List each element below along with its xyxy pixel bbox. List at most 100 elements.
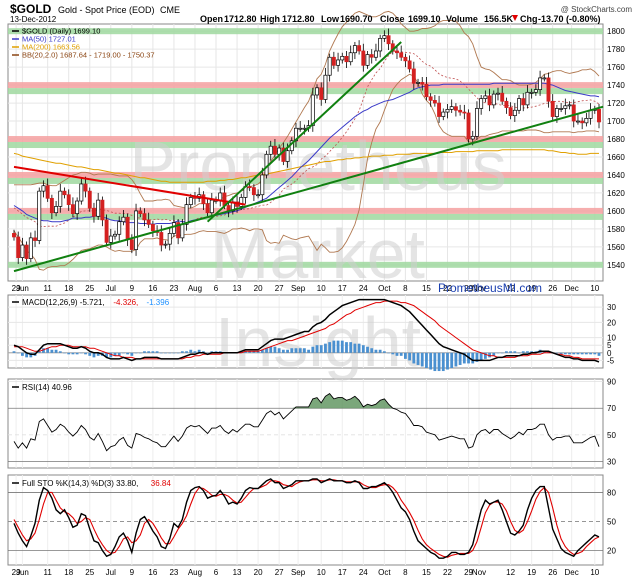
macd-histogram-bar <box>256 351 260 353</box>
macd-histogram-bar <box>197 349 201 353</box>
candle-body <box>576 120 580 123</box>
exchange-label: CME <box>160 5 180 15</box>
macd-histogram-bar <box>429 352 433 370</box>
macd-histogram-bar <box>387 352 390 354</box>
price-tick-label: 1540 <box>607 261 625 270</box>
candle-body <box>529 91 534 94</box>
bollinger-lower-line <box>13 73 600 271</box>
candle-body <box>256 194 261 197</box>
date-tick-label: 24 <box>359 284 368 293</box>
macd-histogram-bar <box>555 352 559 354</box>
macd-histogram-bar <box>416 352 420 365</box>
candle-body <box>386 35 391 45</box>
macd-histogram-bar <box>454 352 458 367</box>
macd-histogram-bar <box>138 352 142 354</box>
macd-histogram-bar <box>353 343 357 353</box>
macd-histogram-bar <box>286 349 289 353</box>
macd-tick-label: 30 <box>607 303 616 312</box>
candle-body <box>458 109 463 113</box>
candle-body <box>310 94 315 126</box>
candle-body <box>222 192 227 206</box>
price-tick-label: 1560 <box>607 243 625 252</box>
steep-support-trendline <box>206 41 402 223</box>
macd-histogram-bar <box>147 351 151 353</box>
candle-body <box>373 50 378 58</box>
macd-histogram-bar <box>126 352 130 355</box>
date-tick-label: 6 <box>214 284 219 293</box>
macd-line <box>13 298 600 363</box>
macd-histogram-bar <box>206 352 209 354</box>
site-url[interactable]: PrometheusMI.com <box>438 281 542 295</box>
candle-body <box>75 200 80 214</box>
macd-histogram-bar <box>475 352 479 362</box>
candle-body <box>348 52 353 63</box>
candle-body <box>272 145 277 155</box>
macd-histogram-bar <box>311 346 315 353</box>
macd-histogram-bar <box>71 352 75 355</box>
candle-body <box>163 243 168 246</box>
date-tick-label: Sep <box>291 284 306 293</box>
candle-body <box>41 185 46 192</box>
low-value: 1690.70 <box>340 14 373 24</box>
macd-histogram-bar <box>458 352 462 365</box>
macd-histogram-bar <box>471 352 475 364</box>
resistance-band-red <box>8 207 603 214</box>
date-tick-label: 27 <box>275 284 284 293</box>
candle-body <box>559 108 564 110</box>
macd-histogram-bar <box>332 340 336 353</box>
date-tick-label: 29 <box>12 284 21 293</box>
candle-body <box>500 92 505 102</box>
macd-histogram-bar <box>218 351 222 353</box>
candle-body <box>521 98 526 106</box>
macd-histogram-bar <box>105 352 108 358</box>
candle-body <box>96 199 101 217</box>
price-tick-label: 1600 <box>607 207 625 216</box>
candle-body <box>466 112 471 140</box>
macd-histogram-bar <box>509 351 513 353</box>
macd-histogram-bar <box>50 349 54 353</box>
candle-body <box>138 210 143 214</box>
candle-body <box>580 120 585 124</box>
date-tick-label: 15 <box>422 284 431 293</box>
price-tick-label: 1720 <box>607 99 625 108</box>
candle-body <box>188 197 193 205</box>
candle-body <box>176 222 181 239</box>
date-tick-label-bottom: 23 <box>169 568 178 577</box>
rsi-tick-label: 70 <box>607 404 616 413</box>
candle-body <box>546 77 551 102</box>
macd-histogram-bar <box>277 348 281 353</box>
macd-histogram-bar <box>265 348 268 353</box>
candle-body <box>20 244 25 258</box>
high-label: High <box>260 14 280 24</box>
candle-body <box>563 105 568 109</box>
candle-body <box>171 222 176 234</box>
date-tick-label-bottom: 26 <box>548 568 557 577</box>
candle-body <box>395 50 399 54</box>
brand-credit: @ StockCharts.com <box>561 5 633 14</box>
macd-histogram-bar <box>54 349 58 353</box>
macd-histogram-bar <box>117 352 121 356</box>
candle-body <box>491 93 496 106</box>
candle-body <box>104 219 109 243</box>
candle-body <box>445 109 450 113</box>
candle-body <box>108 235 113 243</box>
candle-body <box>411 68 416 84</box>
date-tick-label: 17 <box>338 284 347 293</box>
candle-body <box>340 55 345 61</box>
candle-body <box>92 207 96 217</box>
macd-histogram-bar <box>589 352 592 355</box>
date-tick-label-bottom: 19 <box>527 568 536 577</box>
candle-body <box>268 145 273 155</box>
price-tick-label: 1800 <box>607 27 625 36</box>
candle-body <box>327 56 332 76</box>
macd-histogram-bar <box>315 345 319 353</box>
macd-histogram-bar <box>75 352 79 355</box>
candle-body <box>79 183 84 202</box>
macd-histogram-bar <box>109 352 113 358</box>
candle-body <box>33 237 37 241</box>
candle-body <box>184 204 189 225</box>
price-tick-label: 1680 <box>607 135 625 144</box>
date-tick-label-bottom: Jul <box>106 568 116 577</box>
candle-body <box>441 111 446 117</box>
